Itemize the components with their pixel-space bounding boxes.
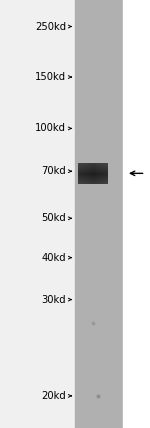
Text: 70kd: 70kd — [41, 166, 66, 176]
Text: 20kd: 20kd — [41, 391, 66, 401]
Text: 250kd: 250kd — [35, 21, 66, 32]
Text: 100kd: 100kd — [35, 123, 66, 134]
Text: www.
ptglab
.com: www. ptglab .com — [83, 160, 103, 182]
Text: 40kd: 40kd — [41, 253, 66, 263]
Text: 50kd: 50kd — [41, 213, 66, 223]
Bar — [75, 0, 123, 428]
Text: 30kd: 30kd — [41, 294, 66, 305]
Text: 150kd: 150kd — [35, 72, 66, 82]
Bar — [123, 0, 150, 428]
